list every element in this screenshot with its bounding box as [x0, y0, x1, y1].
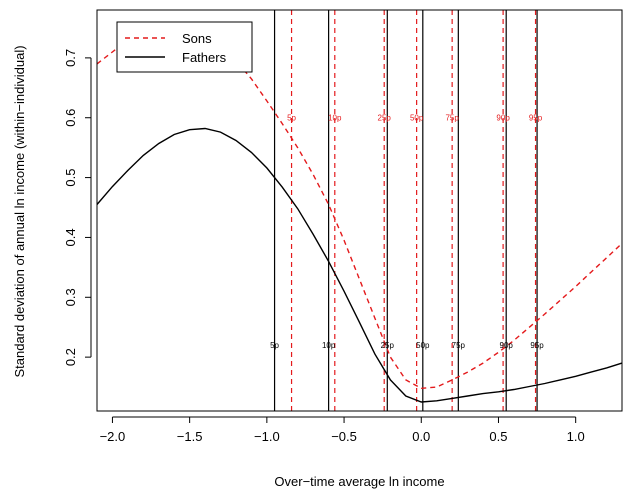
x-tick-label: 0.0 [412, 429, 430, 444]
x-tick-label: −1.0 [254, 429, 280, 444]
y-axis-title: Standard deviation of annual ln income (… [12, 45, 27, 377]
percentile-label-fathers-5p: 5p [270, 341, 279, 350]
percentile-label-sons-90p: 90p [496, 114, 510, 123]
percentile-label-fathers-95p: 95p [530, 341, 544, 350]
percentile-label-sons-25p: 25p [378, 114, 392, 123]
legend-box [116, 21, 253, 73]
legend-label-sons: Sons [182, 31, 212, 46]
x-tick-label: −2.0 [100, 429, 126, 444]
y-tick-label: 0.6 [63, 109, 78, 127]
percentile-label-sons-10p: 10p [328, 114, 342, 123]
percentile-label-sons-50p: 50p [410, 114, 424, 123]
y-axis: 0.2 0.3 0.4 0.5 0.6 0.7 [63, 49, 92, 366]
percentile-label-fathers-50p: 50p [416, 341, 430, 350]
percentile-label-sons-5p: 5p [287, 114, 296, 123]
x-axis: −2.0 −1.5 −1.0 −0.5 0.0 0.5 1.0 [100, 416, 585, 444]
y-tick-label: 0.7 [63, 49, 78, 67]
x-tick-label: 0.5 [489, 429, 507, 444]
percentile-lines [273, 10, 538, 411]
y-tick-label: 0.4 [63, 228, 78, 246]
percentile-label-sons-95p: 95p [529, 114, 543, 123]
percentile-label-fathers-10p: 10p [322, 341, 336, 350]
x-tick-label: 1.0 [567, 429, 585, 444]
percentile-label-sons-75p: 75p [445, 114, 459, 123]
plot-area-frame [96, 9, 623, 412]
x-axis-title: Over−time average ln income [274, 474, 444, 489]
legend: Sons Fathers [116, 21, 253, 73]
y-tick-label: 0.5 [63, 169, 78, 187]
x-tick-label: −0.5 [331, 429, 357, 444]
percentile-label-fathers-90p: 90p [500, 341, 514, 350]
series-line-sons [96, 27, 623, 390]
x-tick-label: −1.5 [177, 429, 203, 444]
percentile-label-fathers-25p: 25p [381, 341, 395, 350]
y-tick-label: 0.2 [63, 348, 78, 366]
series-line-fathers [96, 127, 623, 403]
percentile-label-fathers-75p: 75p [452, 341, 466, 350]
y-tick-label: 0.3 [63, 288, 78, 306]
percentile-labels: 5p 10p 25p 50p 75p 90p 95p 5p 10p 25p 50p 75p 90p 95p [270, 114, 544, 350]
legend-label-fathers: Fathers [182, 50, 227, 65]
